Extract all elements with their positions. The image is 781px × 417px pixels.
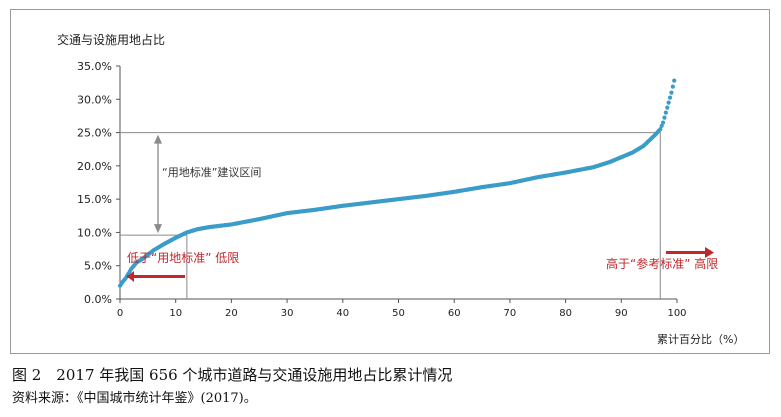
annotations	[127, 247, 714, 282]
y-axis-label: 交通与设施用地占比	[57, 32, 165, 47]
chart-frame: 0.0% 5.0% 10.0% 15.0% 20.0% 25.0% 30.0% 35.0% 0 1…	[10, 9, 770, 354]
cumulative-share-chart: 0.0% 5.0% 10.0% 15.0% 20.0% 25.0% 30.0% 35.0% 0 1…	[57, 32, 744, 346]
below-limit-arrow	[127, 275, 185, 278]
data-point	[660, 120, 666, 125]
reference-lines	[120, 132, 661, 299]
data-point	[672, 78, 677, 83]
above-limit-arrow-head	[705, 247, 714, 258]
figure-source: 资料来源：《中国城市统计年鉴》(2017)。	[12, 391, 257, 406]
data-point	[667, 95, 673, 100]
x-tick-label: 30	[281, 308, 294, 319]
data-point	[666, 100, 671, 105]
x-tick-label: 80	[559, 308, 572, 319]
data-point	[665, 105, 670, 110]
range-arrow-head-up	[154, 134, 162, 144]
x-tick-label: 20	[225, 308, 238, 319]
data-point	[669, 90, 674, 95]
y-tick-label: 25.0%	[77, 127, 112, 140]
y-tick-label: 5.0%	[84, 260, 112, 273]
annotation-below-lower-limit: 低于“用地标准” 低限	[127, 251, 239, 265]
below-limit-arrow-head	[127, 271, 134, 282]
x-tick-label: 100	[667, 308, 686, 319]
y-tick-label: 15.0%	[77, 193, 112, 206]
annotation-above-upper-limit: 高于“参考标准” 高限	[606, 256, 718, 271]
y-tick-label: 35.0%	[77, 60, 112, 73]
data-point	[670, 84, 675, 89]
y-tick-label: 30.0%	[77, 93, 112, 106]
y-tick-label: 20.0%	[77, 160, 112, 173]
above-limit-arrow	[666, 251, 706, 254]
x-tick-label: 70	[504, 308, 517, 319]
figure-caption: 图 2 2017 年我国 656 个城市道路与交通设施用地占比累计情况	[12, 366, 453, 384]
range-arrow-head-down	[154, 224, 162, 234]
x-tick-label: 10	[169, 308, 182, 319]
data-points	[117, 78, 677, 288]
y-tick-label: 10.0%	[77, 226, 112, 239]
data-point	[659, 123, 664, 129]
y-tick-label: 0.0%	[84, 293, 112, 306]
x-tick-label: 90	[615, 308, 628, 319]
x-axis-label: 累计百分比（%）	[657, 333, 744, 346]
data-point	[658, 127, 663, 132]
annotation-standard-range: “用地标准”建议区间	[162, 165, 261, 179]
x-tick-label: 50	[392, 308, 405, 319]
x-tick-label: 0	[117, 308, 123, 319]
axis-ticks: 0.0% 5.0% 10.0% 15.0% 20.0% 25.0% 30.0% 35.0% 0 1…	[77, 60, 687, 319]
x-tick-label: 40	[336, 308, 349, 319]
x-tick-label: 60	[448, 308, 461, 319]
data-point	[663, 110, 668, 115]
data-point	[662, 115, 667, 120]
